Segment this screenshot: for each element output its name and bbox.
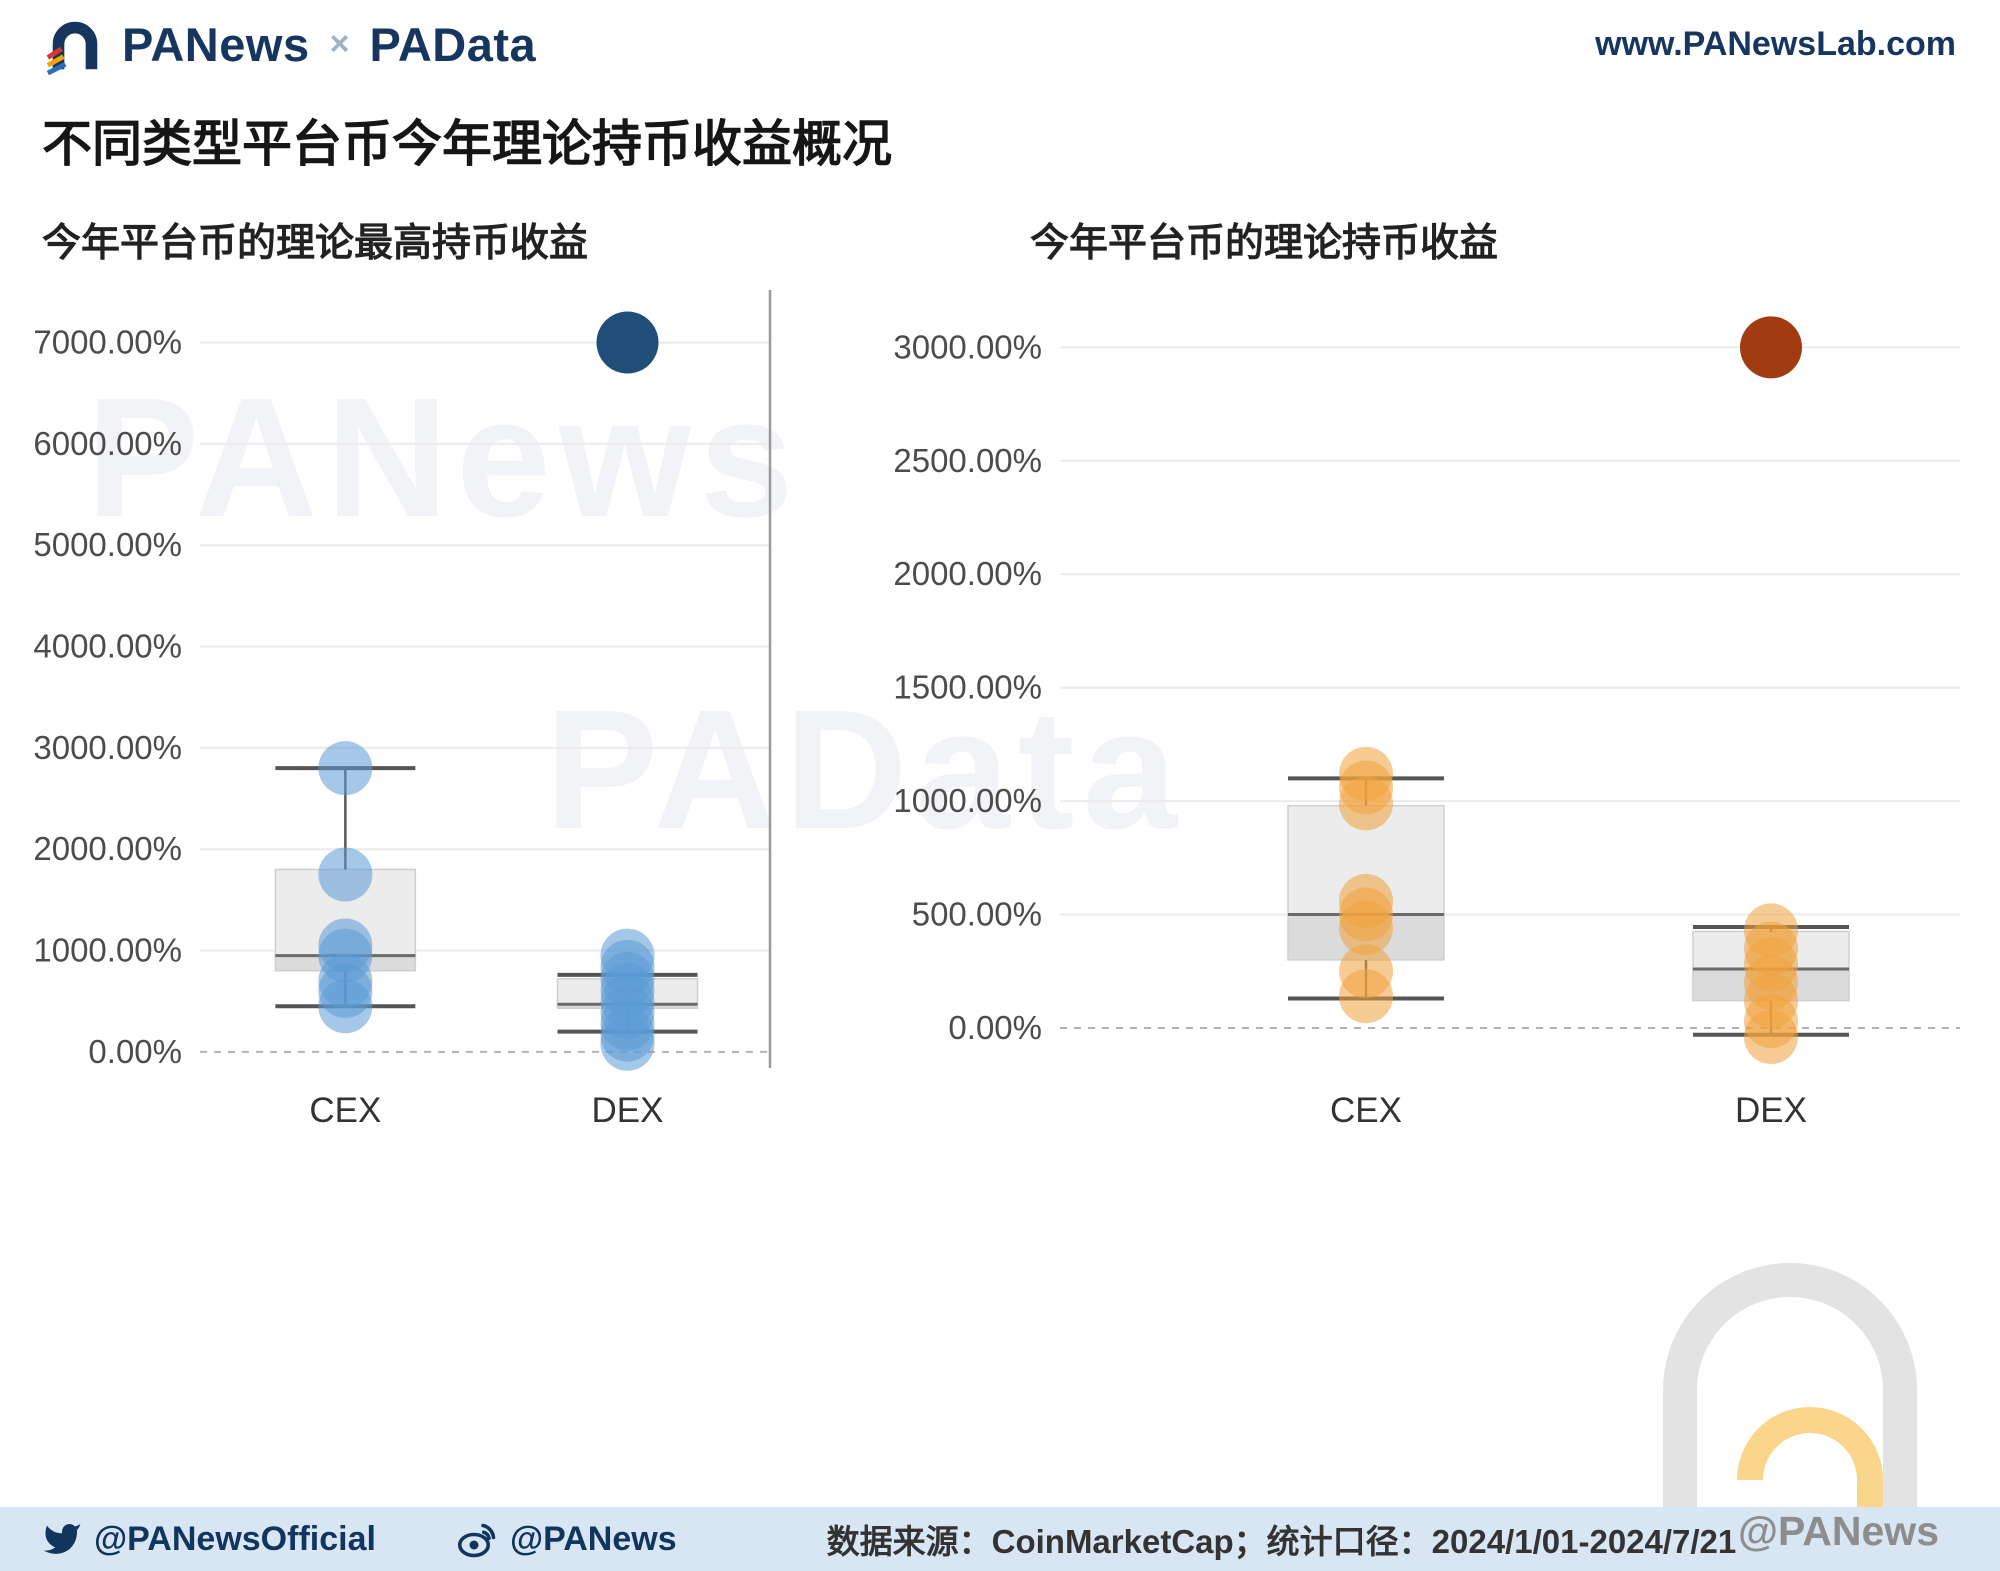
y-tick-label: 3000.00% [33, 729, 182, 766]
chart-right-subtitle: 今年平台币的理论持币收益 [1030, 222, 1499, 265]
y-tick-label: 1500.00% [893, 669, 1042, 706]
logo-padata-text: PAData [369, 17, 537, 71]
data-point [1339, 969, 1393, 1024]
outlier-point [596, 311, 659, 374]
data-source-text: 数据来源：CoinMarketCap；统计口径：2024/1/01-2024/7… [826, 1523, 1737, 1560]
weibo-handle: @PANews [509, 1519, 677, 1558]
footer: @PANewsOfficial @PANews 数据来源：CoinMarketC… [0, 1507, 2000, 1571]
category-label: DEX [592, 1091, 664, 1130]
data-point [1339, 776, 1393, 831]
page-title: 不同类型平台币今年理论持币收益概况 [42, 116, 892, 172]
data-point [1339, 901, 1393, 956]
y-tick-label: 7000.00% [33, 324, 182, 361]
weibo-icon [456, 1519, 498, 1559]
data-point [318, 847, 373, 902]
header: PANews × PAData www.PANewsLab.com [0, 0, 2000, 88]
category-label: DEX [1735, 1091, 1807, 1130]
y-tick-label: 6000.00% [33, 425, 182, 462]
data-point [1744, 1010, 1798, 1065]
y-tick-label: 0.00% [948, 1009, 1042, 1046]
twitter-handle: @PANewsOfficial [94, 1519, 376, 1558]
y-tick-label: 2000.00% [33, 830, 182, 867]
category-label: CEX [309, 1091, 381, 1130]
data-point [318, 741, 373, 796]
box-scatter-chart-max-returns: 0.00% 1000.00% 2000.00% 3000.00% 4000.00% 500… [33, 290, 772, 1130]
chart-left-subtitle: 今年平台币的理论最高持币收益 [42, 222, 589, 265]
panews-logo-icon [46, 21, 98, 75]
category-label: CEX [1330, 1091, 1402, 1130]
y-tick-label: 500.00% [912, 896, 1042, 933]
outlier-point [1740, 316, 1802, 379]
y-tick-label: 0.00% [88, 1033, 182, 1070]
data-point [318, 979, 373, 1034]
twitter-icon [42, 1519, 82, 1559]
y-tick-label: 3000.00% [893, 328, 1042, 365]
y-tick-label: 2500.00% [893, 442, 1042, 479]
y-tick-label: 5000.00% [33, 526, 182, 563]
site-url: www.PANewsLab.com [1595, 24, 1956, 63]
y-tick-label: 1000.00% [893, 782, 1042, 819]
data-point [600, 1016, 655, 1071]
logo-x-separator: × [329, 24, 350, 63]
y-tick-label: 4000.00% [33, 628, 182, 665]
y-tick-label: 1000.00% [33, 932, 182, 969]
y-tick-label: 2000.00% [893, 555, 1042, 592]
box-scatter-chart-returns: 0.00% 500.00% 1000.00% 1500.00% 2000.00% 2500… [893, 316, 1960, 1130]
logo-panews-text: PANews [122, 17, 310, 71]
logo: PANews × PAData [44, 13, 536, 75]
